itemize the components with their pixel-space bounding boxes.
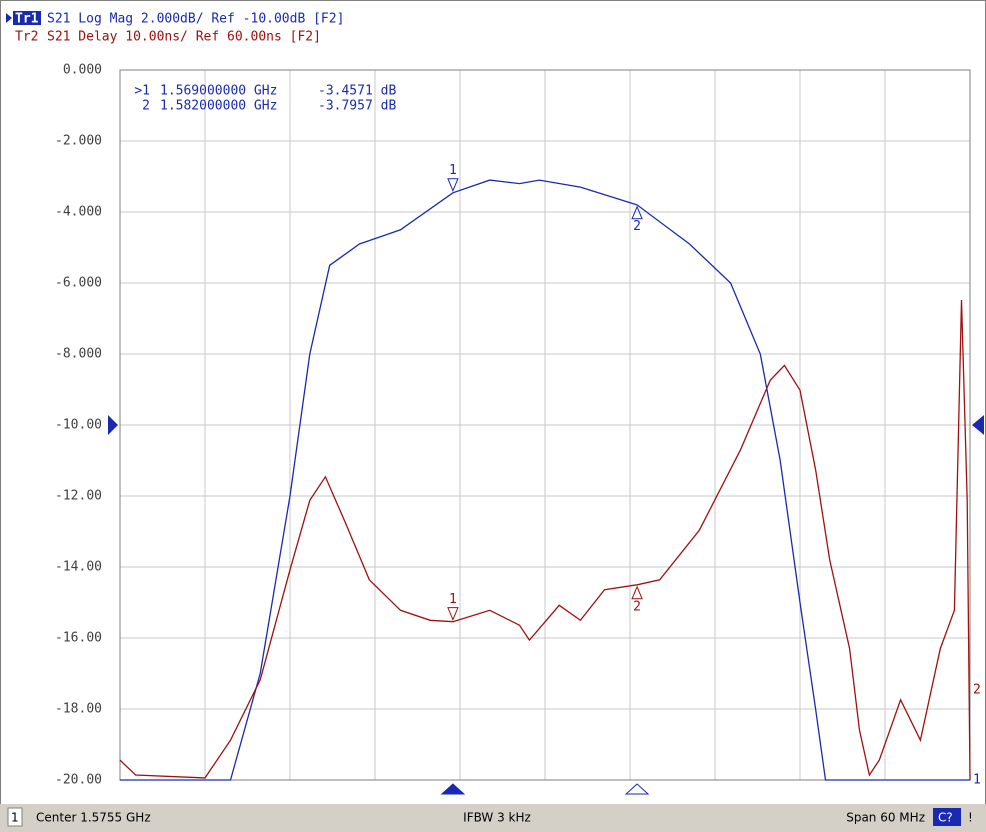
- y-tick-label: -6.000: [55, 276, 102, 291]
- y-tick-label: -12.00: [55, 489, 102, 504]
- marker-glyph: [447, 607, 459, 621]
- marker-number: 1: [449, 592, 457, 607]
- trace-end-label: 2: [973, 683, 981, 698]
- y-tick-label: 0.000: [63, 63, 102, 78]
- trace-1-settings: S21 Log Mag 2.000dB/ Ref -10.00dB [F2]: [47, 12, 344, 27]
- ref-level-arrow-left: [108, 415, 118, 435]
- y-tick-label: -2.000: [55, 134, 102, 149]
- marker-frequency: 1.582000000 GHz: [160, 99, 277, 114]
- y-tick-label: -16.00: [55, 631, 102, 646]
- y-tick-label: -4.000: [55, 205, 102, 220]
- trace-1-badge: [13, 11, 41, 25]
- span: Span 60 MHz: [846, 811, 925, 825]
- trace: [120, 179, 970, 781]
- status-bar: 1 Center 1.5755 GHz IFBW 3 kHz Span 60 M…: [0, 804, 986, 832]
- cal-status: C?: [938, 811, 953, 825]
- marker-glyph: [631, 205, 643, 220]
- trace-2-name: Tr2: [15, 30, 38, 45]
- marker-value: -3.4571 dB: [318, 84, 396, 99]
- cal-badge: [933, 808, 961, 826]
- marker-glyph: [447, 178, 459, 193]
- channel-number: 1: [11, 811, 19, 825]
- y-tick-label: -8.000: [55, 347, 102, 362]
- y-tick-label: -10.00: [55, 418, 102, 433]
- marker-prefix: 2: [142, 99, 150, 114]
- status-bar-bg: [0, 804, 986, 832]
- trace-2-settings: S21 Delay 10.00ns/ Ref 60.00ns [F2]: [47, 30, 321, 45]
- center-frequency: Center 1.5755 GHz: [36, 811, 151, 825]
- plot-area: 0.000 -2.000 -4.000 -6.000 -8.000 -10.00 -12.0…: [55, 63, 981, 795]
- marker-number: 2: [633, 219, 641, 234]
- marker-value: -3.7957 dB: [318, 99, 396, 114]
- marker-number: 2: [633, 599, 641, 614]
- trace-1-name: Tr1: [15, 12, 39, 27]
- trace-end-label: 1: [973, 773, 981, 788]
- marker-frequency: 1.569000000 GHz: [160, 84, 277, 99]
- y-tick-label: -18.00: [55, 702, 102, 717]
- marker-number: 1: [449, 163, 457, 178]
- marker-glyph: [631, 585, 643, 600]
- marker-stimulus-indicator: [440, 783, 466, 795]
- marker-prefix: >1: [134, 84, 150, 99]
- y-tick-label: -14.00: [55, 560, 102, 575]
- channel-box: [7, 807, 23, 827]
- if-bandwidth: IFBW 3 kHz: [463, 811, 531, 825]
- ref-level-arrow-right: [972, 415, 984, 435]
- warning: !: [968, 811, 973, 825]
- active-trace-arrow: [6, 13, 12, 23]
- y-tick-label: -20.00: [55, 773, 102, 788]
- trace: [119, 299, 971, 781]
- plot-frame: [119, 69, 971, 781]
- marker-stimulus-indicator: [624, 783, 650, 795]
